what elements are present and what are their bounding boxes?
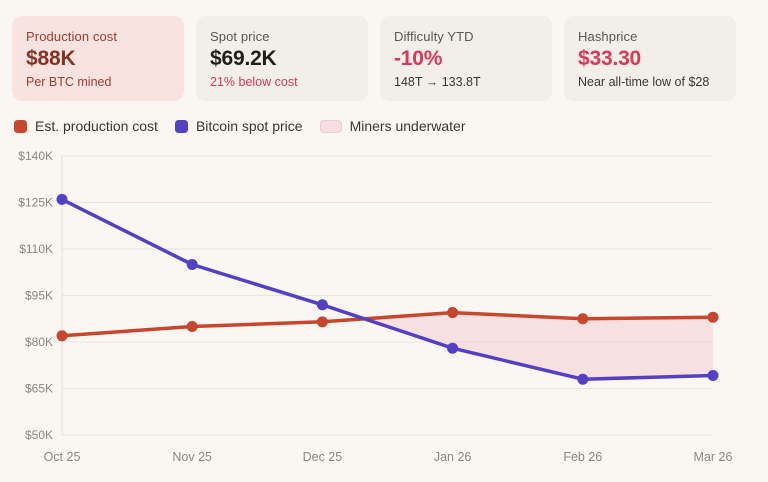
card-subtitle: 148T → 133.8T — [394, 75, 481, 89]
y-axis-tick-label: $95K — [25, 289, 53, 303]
legend-label: Miners underwater — [349, 118, 466, 134]
x-axis-tick-label: Jan 26 — [434, 450, 472, 464]
miners-underwater-fill — [364, 312, 713, 380]
spot-price-point-nov-25 — [186, 259, 198, 270]
spot-price-point-dec-25 — [316, 299, 328, 311]
card-subtitle: Near all-time low of $28 — [578, 75, 710, 89]
card-title: Production cost — [26, 29, 118, 44]
x-axis-tick-label: Feb 26 — [563, 450, 602, 464]
legend-item-production-cost: Est. production cost — [14, 118, 158, 134]
x-axis-tick-label: Oct 25 — [44, 450, 81, 464]
y-axis-tick-label: $140K — [18, 149, 53, 163]
x-axis-tick-label: Dec 25 — [303, 450, 343, 464]
spot-price-point-oct-25 — [56, 193, 68, 205]
spot-price-point-feb-26 — [577, 373, 589, 385]
stat-cards-row: Production cost $88K Per BTC mined Spot … — [0, 0, 768, 101]
production-cost-point-jan-26 — [447, 307, 459, 319]
production-cost-swatch-icon — [14, 119, 27, 133]
mining-economics-line-chart: $140K $125K $110K $95K $80K $65K $50K Oct 25 Nov… — [18, 149, 733, 464]
spot-price-swatch-icon — [174, 119, 188, 133]
production-cost-point-feb-26 — [577, 313, 589, 325]
card-title: Spot price — [210, 29, 270, 44]
card-title: Hashprice — [578, 29, 638, 44]
stat-card-production-cost: Production cost $88K Per BTC mined — [12, 16, 184, 101]
stat-card-hashprice: Hashprice $33.30 Near all-time low of $2… — [564, 16, 736, 101]
x-axis-tick-label: Mar 26 — [694, 450, 733, 464]
y-axis-tick-label: $50K — [25, 428, 53, 442]
card-value: $33.30 — [578, 47, 642, 70]
y-axis-tick-label: $80K — [25, 335, 53, 349]
x-axis-tick-label: Nov 25 — [172, 450, 212, 464]
card-value: $88K — [26, 47, 76, 70]
legend-item-spot-price: Bitcoin spot price — [174, 118, 303, 134]
legend-label: Est. production cost — [35, 118, 158, 134]
legend-item-miners-underwater: Miners underwater — [319, 118, 466, 134]
card-subtitle: Per BTC mined — [26, 75, 112, 89]
chart-legend: Est. production cost Bitcoin spot price … — [0, 101, 768, 134]
production-cost-line — [60, 310, 715, 338]
y-axis-tick-label: $110K — [19, 242, 53, 256]
card-value: -10% — [394, 47, 443, 70]
spot-price-point-mar-26 — [707, 369, 719, 381]
y-axis-tick-label: $65K — [25, 382, 53, 396]
production-cost-point-dec-25 — [316, 316, 328, 328]
legend-label: Bitcoin spot price — [195, 118, 303, 134]
stat-card-difficulty-ytd: Difficulty YTD -10% 148T → 133.8T — [380, 16, 552, 101]
underwater-swatch-icon — [319, 119, 342, 133]
production-cost-point-nov-25 — [186, 321, 198, 332]
spot-price-point-jan-26 — [447, 342, 459, 354]
card-title: Difficulty YTD — [394, 29, 474, 44]
production-cost-point-oct-25 — [56, 330, 68, 342]
production-cost-point-mar-26 — [707, 311, 719, 323]
chart-area: $140K $125K $110K $95K $80K $65K $50K Oct 25 Nov… — [0, 143, 768, 482]
spot-price-line — [60, 197, 715, 381]
y-axis-tick-label: $125K — [18, 196, 53, 210]
card-subtitle: 21% below cost — [210, 75, 298, 89]
card-value: $69.2K — [210, 47, 277, 70]
stat-card-spot-price: Spot price $69.2K 21% below cost — [196, 16, 368, 101]
